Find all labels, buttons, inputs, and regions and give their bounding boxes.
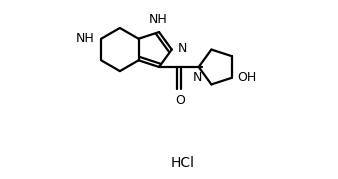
Text: NH: NH (76, 32, 95, 45)
Text: OH: OH (237, 71, 256, 84)
Text: NH: NH (148, 13, 167, 26)
Text: HCl: HCl (171, 156, 195, 170)
Text: O: O (176, 94, 186, 107)
Text: N: N (178, 42, 188, 55)
Text: N: N (193, 71, 202, 84)
